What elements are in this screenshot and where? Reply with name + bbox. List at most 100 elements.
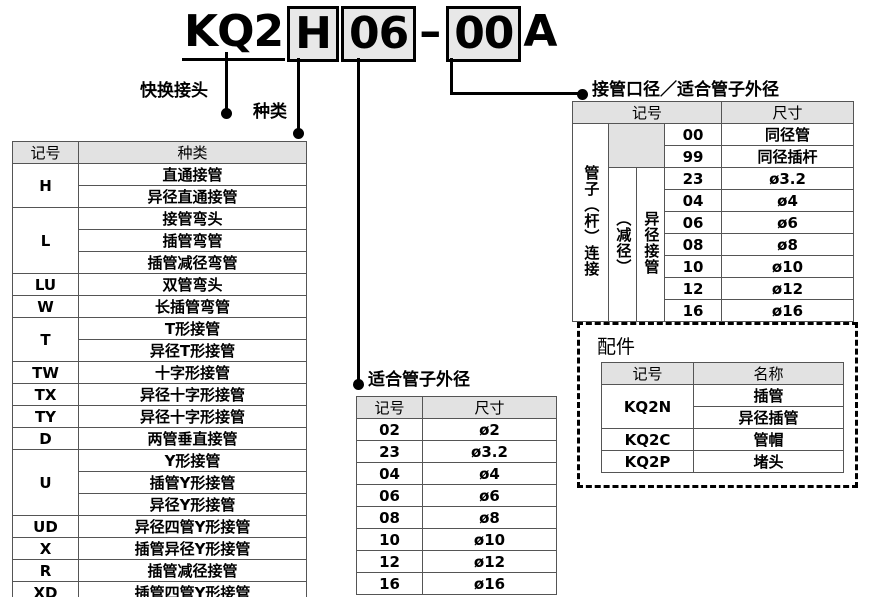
accessories-header-row: 记号 名称 bbox=[601, 362, 844, 385]
type-description-cell: 异径十字形接管 bbox=[78, 405, 307, 428]
type-code-cell: T bbox=[12, 317, 79, 362]
leader-line-port-vertical bbox=[450, 58, 453, 95]
port-code-cell: 10 bbox=[663, 255, 723, 278]
type-code-cell: U bbox=[12, 449, 79, 516]
tube-od-header-row: 记号 尺寸 bbox=[356, 396, 557, 419]
table-row: 23 ø3.2 bbox=[356, 440, 557, 463]
table-row: R 插管减径接管 bbox=[12, 559, 307, 582]
port-group-outer-label: 管子（杆）连接 bbox=[572, 123, 609, 322]
tube-od-code-cell: 12 bbox=[356, 550, 423, 573]
tube-od-size-cell: ø6 bbox=[422, 484, 557, 507]
accessories-table: 记号 名称 KQ2N 插管 异径插管 KQ2C 管帽 KQ2P 堵头 bbox=[601, 362, 844, 473]
port-size-cell: ø6 bbox=[721, 211, 855, 234]
accessory-code-cell: KQ2P bbox=[601, 450, 694, 473]
tube-od-size-cell: ø4 bbox=[422, 462, 557, 485]
port-code-cell: 00 bbox=[663, 123, 723, 146]
tube-od-code-cell: 16 bbox=[356, 572, 423, 595]
type-description-cell: 两管垂直接管 bbox=[78, 427, 307, 450]
type-code-cell: X bbox=[12, 537, 79, 560]
table-row: UD 异径四管Y形接管 bbox=[12, 515, 307, 538]
accessory-name-cell: 异径插管 bbox=[693, 406, 844, 429]
part-code-text-A: A bbox=[523, 6, 557, 57]
port-group-spacer bbox=[608, 123, 665, 146]
accessory-name-cell: 插管 bbox=[693, 384, 844, 407]
table-row: KQ2P 堵头 bbox=[601, 450, 844, 473]
port-table: 记号 尺寸 管子（杆）连接 00 同径管 99 同径插杆 （减径） 异径接管 23 ø3.2 04… bbox=[571, 101, 855, 322]
type-code-cell: TY bbox=[12, 405, 79, 428]
leader-dot-port bbox=[577, 89, 588, 100]
table-row: L 接管弯头 bbox=[12, 207, 307, 274]
table-row: 08 ø8 bbox=[356, 506, 557, 529]
type-description-cell: 十字形接管 bbox=[78, 361, 307, 384]
type-description-cell: 插管弯管 bbox=[78, 229, 307, 252]
type-code-cell: R bbox=[12, 559, 79, 582]
callout-series: 快换接头 bbox=[140, 81, 208, 101]
tube-od-table: 记号 尺寸 02 ø2 23 ø3.2 04 ø4 06 ø6 08 ø8 10 ø10 12 ø12 16… bbox=[356, 396, 557, 595]
type-code-cell: W bbox=[12, 295, 79, 318]
part-code-dash: – bbox=[419, 6, 442, 57]
accessories-header-code: 记号 bbox=[601, 362, 694, 385]
table-row: 插管减径弯管 bbox=[13, 251, 307, 274]
table-row: 管子（杆）连接 00 同径管 bbox=[572, 123, 855, 322]
leader-dot-type bbox=[293, 128, 304, 139]
table-row: TX 异径十字形接管 bbox=[12, 383, 307, 406]
type-description-cell: 异径直通接管 bbox=[78, 185, 307, 208]
port-size-cell: ø8 bbox=[721, 233, 855, 256]
part-code-box-06: 06 bbox=[340, 6, 417, 62]
table-row: XD 插管四管Y形接管 bbox=[12, 581, 307, 597]
type-description-cell: Y形接管 bbox=[78, 449, 307, 472]
tube-od-body: 02 ø2 23 ø3.2 04 ø4 06 ø6 08 ø8 10 ø10 12 ø12 16 ø16 bbox=[356, 418, 557, 595]
callout-type: 种类 bbox=[253, 102, 287, 122]
tube-od-code-cell: 02 bbox=[356, 418, 423, 441]
type-description-cell: 插管异径Y形接管 bbox=[78, 537, 307, 560]
table-row: 99 同径插杆 bbox=[573, 145, 855, 168]
tube-od-size-cell: ø3.2 bbox=[422, 440, 557, 463]
type-code-cell: UD bbox=[12, 515, 79, 538]
type-description-cell: 插管减径弯管 bbox=[78, 251, 307, 274]
leader-dot-tube-od bbox=[353, 379, 364, 390]
table-row: 06 ø6 bbox=[573, 211, 855, 234]
table-row: 06 ø6 bbox=[356, 484, 557, 507]
table-row: 10 ø10 bbox=[356, 528, 557, 551]
port-size-cell: ø3.2 bbox=[721, 167, 855, 190]
type-description-cell: 异径十字形接管 bbox=[78, 383, 307, 406]
port-size-cell: ø4 bbox=[721, 189, 855, 212]
port-code-cell: 12 bbox=[663, 277, 723, 300]
table-row: 异径Y形接管 bbox=[13, 493, 307, 516]
table-row: 02 ø2 bbox=[356, 418, 557, 441]
port-group-reduced-label: 异径接管 bbox=[636, 167, 665, 322]
table-row: D 两管垂直接管 bbox=[12, 427, 307, 450]
accessory-code-cell: KQ2N bbox=[601, 384, 694, 429]
leader-line-type-vertical bbox=[297, 58, 300, 133]
table-row: TY 异径十字形接管 bbox=[12, 405, 307, 428]
tube-od-code-cell: 04 bbox=[356, 462, 423, 485]
tube-od-code-cell: 08 bbox=[356, 506, 423, 529]
type-description-cell: 双管弯头 bbox=[78, 273, 307, 296]
type-code-cell: TX bbox=[12, 383, 79, 406]
port-code-cell: 06 bbox=[663, 211, 723, 234]
tube-od-header-code: 记号 bbox=[356, 396, 423, 419]
table-row: 16 ø16 bbox=[356, 572, 557, 595]
port-code-cell: 16 bbox=[663, 299, 723, 322]
type-description-cell: 插管减径接管 bbox=[78, 559, 307, 582]
type-code-cell: D bbox=[12, 427, 79, 450]
port-table-header-row: 记号 尺寸 bbox=[571, 101, 855, 124]
type-table: 记号 种类 H 直通接管 异径直通接管 L 接管弯头 插管弯管 插管减径弯管 LU 双管弯头 W 长… bbox=[12, 141, 307, 597]
accessory-name-cell: 管帽 bbox=[693, 428, 844, 451]
leader-line-port-horizontal bbox=[450, 92, 582, 95]
type-description-cell: T形接管 bbox=[78, 317, 307, 340]
type-code-cell: XD bbox=[12, 581, 79, 597]
port-size-cell: ø12 bbox=[721, 277, 855, 300]
part-code-text-KQ2: KQ2 bbox=[182, 6, 286, 61]
table-row: KQ2N 插管 bbox=[601, 384, 844, 429]
table-row: T T形接管 bbox=[12, 317, 307, 362]
table-row: 异径插管 bbox=[602, 406, 844, 429]
type-code-cell: H bbox=[12, 163, 79, 208]
type-table-header-kind: 种类 bbox=[78, 141, 307, 164]
type-description-cell: 异径T形接管 bbox=[78, 339, 307, 362]
tube-od-code-cell: 06 bbox=[356, 484, 423, 507]
type-description-cell: 插管Y形接管 bbox=[78, 471, 307, 494]
part-code: KQ2 H 06–00 A bbox=[182, 6, 558, 62]
table-row: LU 双管弯头 bbox=[12, 273, 307, 296]
